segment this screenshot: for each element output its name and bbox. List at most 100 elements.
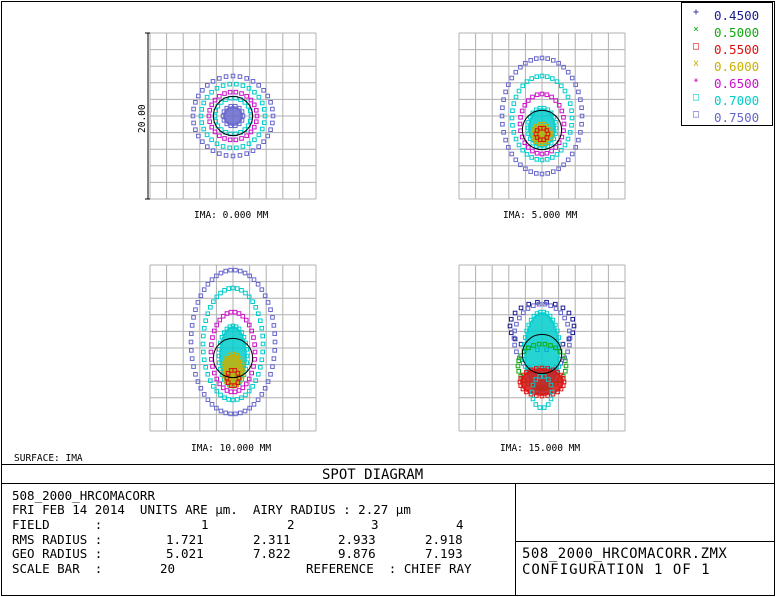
spot-point [534,150,540,156]
legend-symbol: □ [692,41,700,52]
spot-point [217,93,222,99]
spot-point [189,356,195,361]
spot-point [246,388,252,394]
spot-point [228,389,234,395]
spot-point [246,85,252,91]
spot-point [218,340,223,346]
spot-point [512,328,517,334]
spot-point [201,333,206,339]
spot-point [243,392,248,398]
spot-point [234,397,240,402]
spot-point [193,307,198,312]
scale-bar-value: 20 [160,561,176,576]
spot-point [220,83,226,88]
field-label-4: IMA: 15.000 MM [500,443,581,454]
spot-point [195,300,201,305]
spot-point [545,171,550,176]
spot-point [239,118,245,123]
spot-point [520,83,526,89]
spot-point [513,136,519,142]
spot-point [272,339,278,345]
spot-point [558,386,564,392]
spot-point [539,151,545,157]
spot-point [228,411,233,417]
spot-point [220,367,226,373]
spot-point [208,378,213,383]
spot-point [551,114,557,120]
spot-point [526,345,531,351]
spot-point [528,367,534,373]
rms-value-4: 2.918 [425,532,463,547]
spot-point [563,358,568,364]
spot-point [534,171,539,176]
spot-point [246,294,252,300]
spot-point [201,392,207,397]
spot-point [576,137,581,143]
spot-point [209,277,215,282]
spot-point [534,393,539,398]
spot-point [567,328,572,334]
rms-row-label: RMS RADIUS : [12,532,103,547]
spot-point [545,377,551,382]
spot-point [205,371,211,377]
spot-point [549,148,554,154]
geo-value-1: 5.021 [166,546,204,561]
spot-point [193,127,198,132]
legend-label: 0.4500 [714,8,760,23]
file-box-filename: 508_2000_HRCOMACORR.ZMX [522,546,728,562]
spot-point [553,322,558,328]
spot-point [233,267,238,273]
spot-point [531,343,536,348]
spot-point [569,115,575,121]
spot-point [209,402,215,407]
spot-point [554,152,560,157]
legend-entry: □ 0.7000 [682,91,772,108]
spot-point [251,402,257,407]
field-num-1: 1 [201,517,209,532]
spot-point [209,137,214,143]
legend-entry: x 0.6000 [682,57,772,74]
spot-point [214,376,220,382]
spot-point [221,361,227,367]
spot-point [566,336,572,342]
legend-symbol: □ [692,109,700,120]
spot-point [251,335,256,340]
spot-point [523,60,528,66]
spot-point [557,357,562,362]
spot-point [220,385,226,391]
spot-point [261,139,266,145]
spot-point [576,89,581,95]
spot-point [506,145,511,150]
spot-point [530,148,535,154]
spot-point [204,132,210,138]
spot-point [236,105,242,111]
spot-point [534,92,540,98]
spot-point [227,89,233,95]
spot-point [561,64,566,70]
spot-point [233,411,238,417]
spot-point [565,321,570,327]
spot-point [220,113,226,119]
legend-symbol: × [692,24,700,35]
spot-point [243,317,249,323]
spot-point [216,353,222,359]
spot-point [537,374,543,379]
spot-point [233,137,239,143]
spot-point [262,293,268,299]
airy-circle [521,333,563,375]
spot-point [554,79,560,84]
spot-point [524,328,529,334]
spot-point [255,371,261,377]
spot-point [268,307,273,312]
spot-point [257,364,263,370]
spot-point [261,87,266,93]
spot-point [250,384,255,389]
spot-point [550,317,556,323]
spot-point [237,153,243,158]
spot-point [218,392,223,398]
spot-point [251,102,257,108]
spot-point [254,107,259,113]
spot-point [211,328,217,334]
spot-point [217,76,222,81]
